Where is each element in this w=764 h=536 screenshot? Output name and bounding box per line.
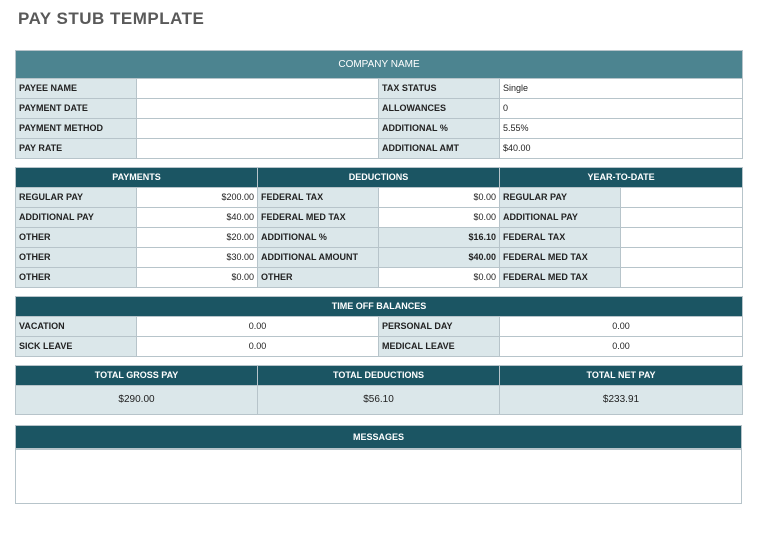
- breakdown-table: PAYMENTS DEDUCTIONS YEAR-TO-DATE REGULAR…: [14, 167, 744, 288]
- payment-value[interactable]: $200.00: [135, 187, 259, 208]
- pay-rate-field[interactable]: [136, 138, 379, 159]
- payment-label: OTHER: [15, 247, 137, 268]
- deductions-header: DEDUCTIONS: [257, 167, 501, 188]
- deduction-value[interactable]: $0.00: [378, 207, 501, 228]
- time-off-header: TIME OFF BALANCES: [15, 296, 743, 317]
- page-title: PAY STUB TEMPLATE: [18, 9, 205, 28]
- messages-header: MESSAGES: [15, 425, 742, 449]
- deduction-value[interactable]: $16.10: [378, 227, 501, 248]
- ytd-label: REGULAR PAY: [499, 187, 622, 208]
- allowances-field[interactable]: 0: [499, 98, 743, 119]
- company-row: PAYMENT DATE ALLOWANCES 0: [15, 98, 743, 119]
- tax-status-label: TAX STATUS: [378, 78, 500, 99]
- payments-header: PAYMENTS: [14, 167, 259, 188]
- time-off-table: TIME OFF BALANCES VACATION 0.00 PERSONAL…: [15, 296, 743, 357]
- allowances-label: ALLOWANCES: [378, 98, 500, 119]
- personal-day-value[interactable]: 0.00: [499, 316, 743, 337]
- total-net-pay-value[interactable]: $233.91: [499, 385, 743, 415]
- personal-day-label: PERSONAL DAY: [378, 316, 500, 337]
- sick-leave-value[interactable]: 0.00: [136, 336, 379, 357]
- time-off-section: TIME OFF BALANCES VACATION 0.00 PERSONAL…: [15, 296, 743, 357]
- table-row: SICK LEAVE 0.00 MEDICAL LEAVE 0.00: [15, 336, 743, 357]
- table-row: OTHER $30.00 ADDITIONAL AMOUNT $40.00 FE…: [15, 247, 744, 268]
- total-deductions-value[interactable]: $56.10: [257, 385, 500, 415]
- table-row: OTHER $0.00 OTHER $0.00 FEDERAL MED TAX: [15, 267, 744, 288]
- payment-method-field[interactable]: [136, 118, 379, 139]
- additional-amt-label: ADDITIONAL AMT: [378, 138, 500, 159]
- tax-status-field[interactable]: Single: [499, 78, 743, 99]
- total-deductions-label: TOTAL DEDUCTIONS: [257, 365, 500, 386]
- deduction-label: OTHER: [257, 267, 380, 288]
- company-row: PAY RATE ADDITIONAL AMT $40.00: [15, 138, 743, 159]
- ytd-label: FEDERAL MED TAX: [499, 247, 622, 268]
- ytd-value[interactable]: [620, 247, 744, 268]
- medical-leave-value[interactable]: 0.00: [499, 336, 743, 357]
- table-row: REGULAR PAY $200.00 FEDERAL TAX $0.00 RE…: [15, 187, 744, 208]
- payment-value[interactable]: $20.00: [135, 227, 259, 248]
- payee-name-label: PAYEE NAME: [15, 78, 137, 99]
- company-name-header[interactable]: COMPANY NAME: [15, 50, 743, 79]
- payment-label: OTHER: [15, 267, 137, 288]
- ytd-label: FEDERAL TAX: [499, 227, 622, 248]
- deduction-value[interactable]: $0.00: [378, 187, 501, 208]
- payment-value[interactable]: $40.00: [135, 207, 259, 228]
- payment-value[interactable]: $30.00: [135, 247, 259, 268]
- sick-leave-label: SICK LEAVE: [15, 336, 137, 357]
- table-row: ADDITIONAL PAY $40.00 FEDERAL MED TAX $0…: [15, 207, 744, 228]
- totals-section: TOTAL GROSS PAY TOTAL DEDUCTIONS TOTAL N…: [15, 365, 743, 415]
- company-section: COMPANY NAME PAYEE NAME TAX STATUS Singl…: [15, 50, 743, 159]
- messages-section: MESSAGES: [15, 425, 742, 504]
- total-net-pay-label: TOTAL NET PAY: [499, 365, 743, 386]
- vacation-label: VACATION: [15, 316, 137, 337]
- totals-table: TOTAL GROSS PAY TOTAL DEDUCTIONS TOTAL N…: [15, 365, 743, 415]
- messages-table: MESSAGES: [15, 425, 742, 449]
- deduction-label: FEDERAL TAX: [257, 187, 380, 208]
- table-row: OTHER $20.00 ADDITIONAL % $16.10 FEDERAL…: [15, 227, 744, 248]
- company-row: PAYMENT METHOD ADDITIONAL % 5.55%: [15, 118, 743, 139]
- messages-field[interactable]: [15, 449, 742, 504]
- payee-name-field[interactable]: [136, 78, 379, 99]
- deduction-value[interactable]: $40.00: [378, 247, 501, 268]
- additional-amt-field[interactable]: $40.00: [499, 138, 743, 159]
- pay-rate-label: PAY RATE: [15, 138, 137, 159]
- company-table: COMPANY NAME PAYEE NAME TAX STATUS Singl…: [15, 50, 743, 159]
- deduction-value[interactable]: $0.00: [378, 267, 501, 288]
- ytd-value[interactable]: [620, 207, 744, 228]
- payment-label: OTHER: [15, 227, 137, 248]
- ytd-value[interactable]: [620, 187, 744, 208]
- payment-value[interactable]: $0.00: [135, 267, 259, 288]
- total-gross-pay-label: TOTAL GROSS PAY: [15, 365, 258, 386]
- vacation-value[interactable]: 0.00: [136, 316, 379, 337]
- ytd-label: ADDITIONAL PAY: [499, 207, 622, 228]
- table-row: VACATION 0.00 PERSONAL DAY 0.00: [15, 316, 743, 337]
- payment-method-label: PAYMENT METHOD: [15, 118, 137, 139]
- ytd-value[interactable]: [620, 227, 744, 248]
- deduction-label: ADDITIONAL %: [257, 227, 380, 248]
- payment-date-field[interactable]: [136, 98, 379, 119]
- payment-label: ADDITIONAL PAY: [15, 207, 137, 228]
- total-gross-pay-value[interactable]: $290.00: [15, 385, 258, 415]
- payment-label: REGULAR PAY: [15, 187, 137, 208]
- additional-percent-label: ADDITIONAL %: [378, 118, 500, 139]
- breakdown-section: PAYMENTS DEDUCTIONS YEAR-TO-DATE REGULAR…: [14, 167, 744, 288]
- deduction-label: ADDITIONAL AMOUNT: [257, 247, 380, 268]
- ytd-value[interactable]: [620, 267, 744, 288]
- payment-date-label: PAYMENT DATE: [15, 98, 137, 119]
- deduction-label: FEDERAL MED TAX: [257, 207, 380, 228]
- medical-leave-label: MEDICAL LEAVE: [378, 336, 500, 357]
- ytd-header: YEAR-TO-DATE: [499, 167, 744, 188]
- additional-percent-field[interactable]: 5.55%: [499, 118, 743, 139]
- company-row: PAYEE NAME TAX STATUS Single: [15, 78, 743, 99]
- ytd-label: FEDERAL MED TAX: [499, 267, 622, 288]
